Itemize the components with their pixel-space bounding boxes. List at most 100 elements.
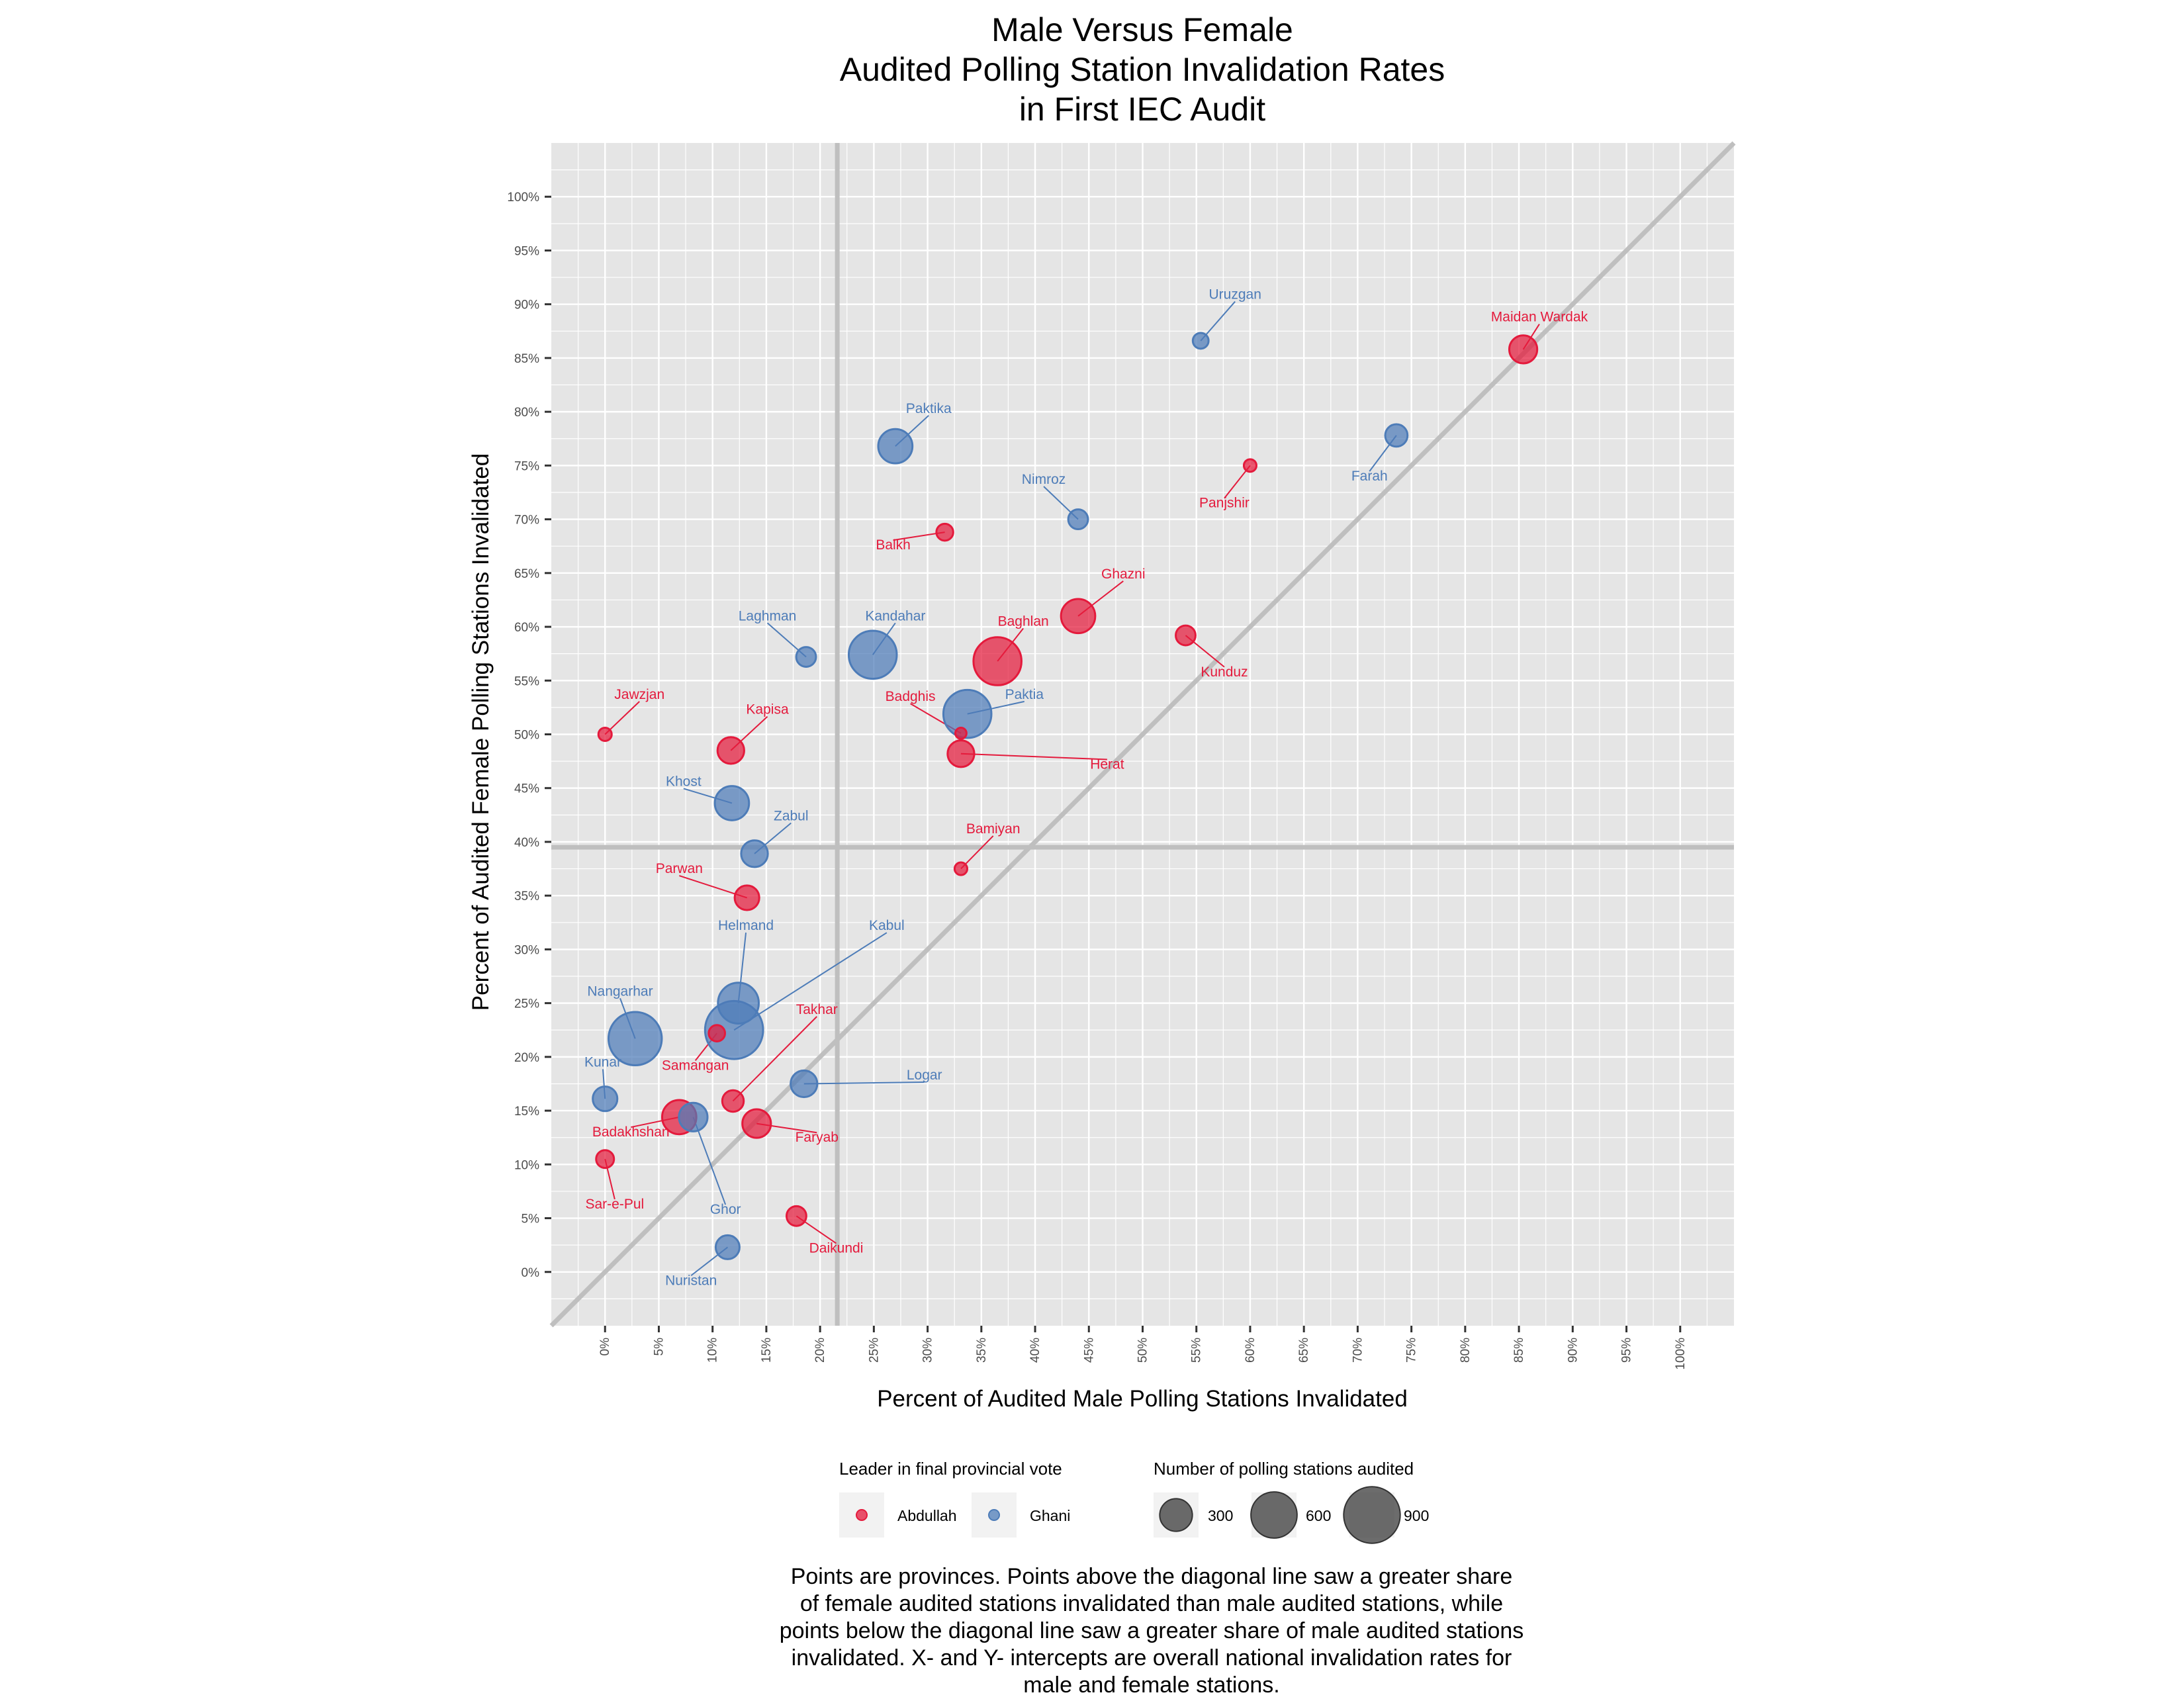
point-zabul [740, 839, 769, 868]
legend-size-title: Number of polling stations audited [1154, 1459, 1414, 1479]
y-tick-label: 15% [514, 1105, 539, 1119]
label-nimroz: Nimroz [1022, 472, 1066, 487]
label-maidan-wardak: Maidan Wardak [1491, 310, 1588, 325]
point-maidan-wardak [1508, 334, 1539, 365]
point-parwan [733, 884, 760, 911]
legend-size-900-marker [1343, 1486, 1401, 1544]
point-uruzgan [1191, 332, 1210, 350]
point-ghazni [1060, 598, 1097, 635]
legend-abdullah-label: Abdullah [897, 1507, 957, 1524]
point-daikundi [785, 1205, 807, 1227]
legend-color-title: Leader in final provincial vote [839, 1459, 1062, 1479]
point-nangarhar [607, 1011, 663, 1066]
point-bamiyan [953, 861, 968, 876]
x-tick-label: 65% [1297, 1338, 1311, 1363]
point-kunduz [1175, 624, 1197, 647]
x-axis-label: Percent of Audited Male Polling Stations… [877, 1386, 1408, 1412]
point-nimroz [1067, 508, 1089, 531]
x-tick-label: 55% [1190, 1338, 1204, 1363]
point-takhar [721, 1089, 745, 1113]
point-panjshir [1242, 458, 1258, 473]
chart-title-line-2: Audited Polling Station Invalidation Rat… [840, 51, 1445, 88]
y-tick-label: 50% [514, 729, 539, 743]
label-kabul: Kabul [869, 918, 905, 933]
chart-title: Male Versus Female Audited Polling Stati… [840, 11, 1445, 128]
point-paktika [877, 428, 914, 465]
leader-bamiyan [960, 835, 994, 870]
label-baghlan: Baghlan [998, 614, 1049, 629]
legend-ghani-marker [988, 1509, 1000, 1521]
label-samangan: Samangan [662, 1058, 729, 1073]
x-tick-label: 75% [1405, 1338, 1419, 1363]
legend-size-keys: 300 600 900 [1154, 1486, 1429, 1544]
x-tick-label: 45% [1082, 1338, 1096, 1363]
label-logar: Logar [907, 1068, 942, 1083]
legend-size-900-label: 900 [1404, 1507, 1429, 1524]
label-ghazni: Ghazni [1101, 567, 1146, 582]
label-paktia: Paktia [1005, 687, 1044, 702]
y-axis-label: Percent of Audited Female Polling Statio… [468, 453, 494, 1011]
province-labels: Maidan Wardak Uruzgan Farah Panjshir Paktika… [584, 287, 1588, 1289]
point-herat [946, 739, 976, 768]
label-kapisa: Kapisa [746, 702, 789, 717]
chart-caption: Points are provinces. Points above the d… [779, 1564, 1524, 1698]
point-ghor [678, 1101, 709, 1132]
legend-ghani-label: Ghani [1030, 1507, 1070, 1524]
leader-takhar [732, 1016, 817, 1102]
y-tick-label: 85% [514, 352, 539, 366]
leader-kabul [733, 932, 887, 1031]
x-tick-label: 100% [1674, 1338, 1688, 1370]
label-bamiyan: Bamiyan [966, 821, 1021, 837]
label-zabul: Zabul [774, 808, 809, 823]
y-axis-ticks: 0% 5% 10% 15% 20% 25% 30% 35% 40% 45% 50% 55% 60% 65%… [507, 191, 551, 1280]
y-tick-label: 30% [514, 943, 539, 957]
point-nuristan [714, 1234, 741, 1260]
point-khost [713, 785, 751, 821]
x-tick-label: 90% [1566, 1338, 1580, 1363]
gridlines [551, 143, 1734, 1326]
legend-size-600-marker [1250, 1491, 1298, 1539]
legend-abdullah-marker [856, 1509, 868, 1521]
x-tick-label: 40% [1028, 1338, 1042, 1363]
point-faryab [741, 1108, 772, 1139]
province-points [592, 332, 1539, 1260]
y-tick-label: 20% [514, 1051, 539, 1065]
x-tick-label: 80% [1459, 1338, 1473, 1363]
x-tick-label: 25% [867, 1338, 881, 1363]
chart-title-line-1: Male Versus Female [991, 11, 1293, 48]
y-tick-label: 45% [514, 782, 539, 796]
x-tick-label: 30% [921, 1338, 935, 1363]
legend-size-300-marker [1159, 1498, 1193, 1532]
label-jawzjan: Jawzjan [614, 687, 664, 702]
point-balkh [935, 522, 954, 542]
label-helmand: Helmand [718, 918, 774, 933]
y-tick-label: 100% [507, 191, 539, 205]
y-tick-label: 10% [514, 1158, 539, 1172]
point-samangan [707, 1024, 727, 1042]
point-kapisa [716, 736, 745, 765]
point-sar-e-pul [595, 1149, 615, 1170]
label-herat: Herat [1090, 757, 1124, 772]
label-takhar: Takhar [796, 1002, 838, 1017]
x-tick-label: 70% [1351, 1338, 1365, 1363]
x-tick-label: 35% [975, 1338, 989, 1363]
point-badghis [954, 726, 968, 740]
x-tick-label: 15% [760, 1338, 774, 1363]
x-axis-ticks: 0% 5% 10% 15% 20% 25% 30% 35% 40% 45% 50% 55% 60% 65%… [598, 1326, 1688, 1370]
label-faryab: Faryab [796, 1130, 839, 1145]
x-tick-label: 95% [1620, 1338, 1634, 1363]
y-tick-label: 35% [514, 890, 539, 903]
label-badakhshan: Badakhshan [592, 1125, 670, 1140]
label-badghis: Badghis [886, 689, 936, 704]
legend-size-300-label: 300 [1208, 1507, 1233, 1524]
x-tick-label: 10% [706, 1338, 720, 1363]
y-tick-label: 25% [514, 997, 539, 1011]
point-laghman [795, 646, 817, 668]
label-ghor: Ghor [710, 1202, 741, 1217]
point-paktia [942, 688, 993, 739]
legend-color-keys: Abdullah Ghani [839, 1492, 1070, 1538]
chart-title-line-3: in First IEC Audit [1019, 91, 1265, 128]
point-baghlan [972, 636, 1023, 686]
label-nuristan: Nuristan [665, 1273, 717, 1288]
x-tick-label: 0% [598, 1338, 612, 1356]
